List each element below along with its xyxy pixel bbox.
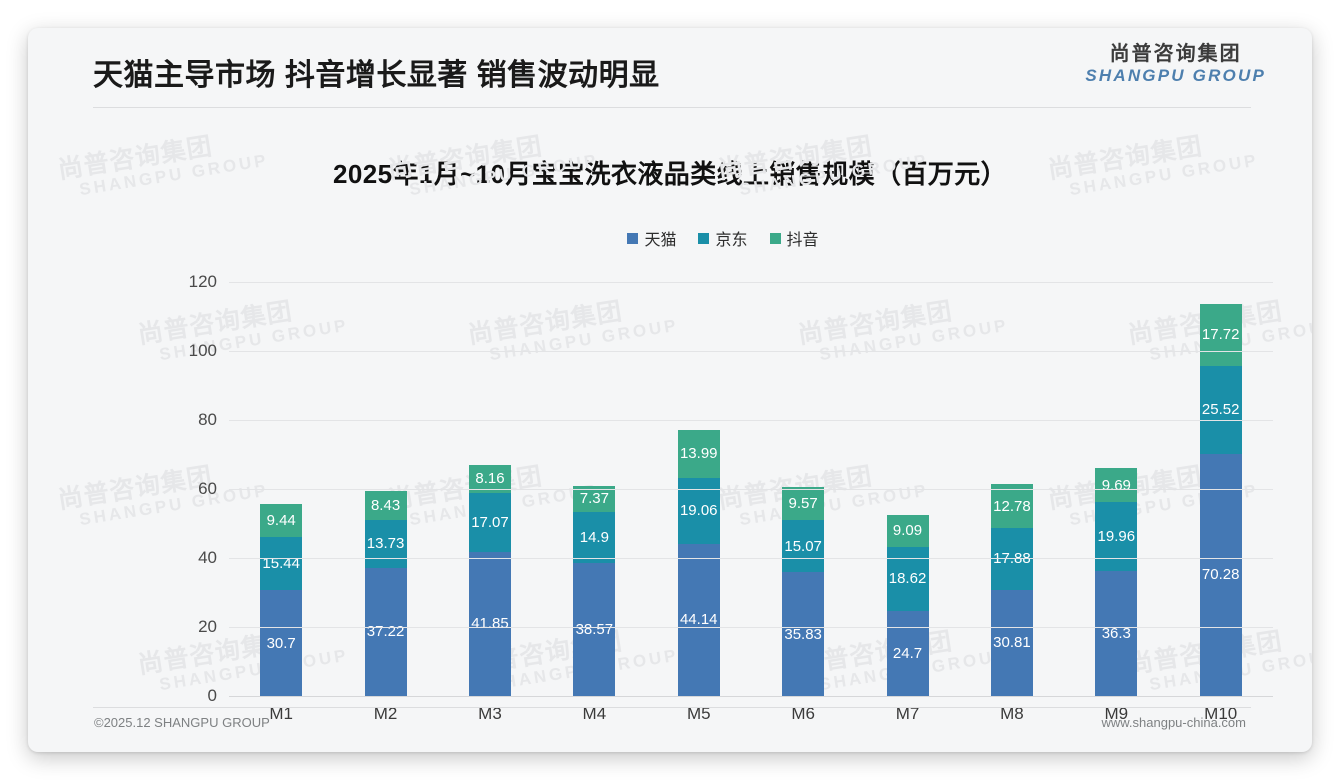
bar-segment-天猫[interactable]: 41.85: [468, 551, 511, 696]
chart-axis-area: 9.44 15.44 30.7 8.43 13.73 37.22 8.16 17.07 41.8…: [173, 272, 1273, 705]
x-axis-tick-label: M9: [1104, 704, 1129, 723]
bar-segment-天猫[interactable]: 30.7: [260, 590, 303, 696]
chart-legend: 天猫 京东 抖音: [173, 226, 1273, 250]
y-axis-tick-label: 0: [207, 686, 217, 705]
x-axis-line: [229, 696, 1273, 697]
bar-segment-抖音[interactable]: 9.09: [886, 515, 929, 547]
y-axis-tick-label: 80: [198, 410, 217, 429]
gridline: [229, 282, 1273, 283]
slide-canvas: 天猫主导市场 抖音增长显著 销售波动明显 尚普咨询集团 SHANGPU GROU…: [28, 28, 1312, 752]
bar-column-m7[interactable]: 9.09 18.62 24.7: [886, 282, 929, 696]
bar-segment-抖音[interactable]: 12.78: [990, 483, 1033, 529]
bar-segment-京东[interactable]: 19.96: [1095, 501, 1138, 571]
bar-segment-京东[interactable]: 25.52: [1199, 365, 1242, 454]
bar-column-m6[interactable]: 9.57 15.07 35.83: [782, 282, 825, 696]
gridline: [229, 558, 1273, 559]
footer-divider: [93, 707, 1251, 708]
x-axis-tick-label: M4: [582, 704, 607, 723]
bar-segment-京东[interactable]: 14.9: [573, 511, 616, 563]
y-axis-tick-label: 40: [198, 548, 217, 567]
bar-segment-抖音[interactable]: 8.16: [468, 464, 511, 493]
bar-segment-抖音[interactable]: 9.44: [260, 504, 303, 537]
bar-column-m1[interactable]: 9.44 15.44 30.7: [260, 282, 303, 696]
logo-chinese-text: 尚普咨询集团: [1109, 43, 1242, 65]
x-axis-labels: M1 M2 M3 M4 M5 M6 M7 M8 M9 M10: [229, 704, 1273, 724]
legend-label: 京东: [715, 232, 748, 249]
header-divider: [93, 107, 1251, 108]
bar-column-m3[interactable]: 8.16 17.07 41.85: [468, 282, 511, 696]
bar-segment-抖音[interactable]: 17.72: [1199, 304, 1242, 366]
bar-segment-天猫[interactable]: 70.28: [1199, 453, 1242, 696]
gridline: [229, 351, 1273, 352]
legend-swatch-icon: [627, 232, 639, 244]
bar-segment-京东[interactable]: 15.07: [782, 520, 825, 573]
bar-column-m2[interactable]: 8.43 13.73 37.22: [364, 282, 407, 696]
x-axis-tick-label: M3: [478, 704, 502, 723]
gridline: [229, 627, 1273, 628]
x-axis-tick-label: M5: [686, 704, 711, 723]
page-title: 天猫主导市场 抖音增长显著 销售波动明显: [93, 59, 660, 92]
chart-title: 2025年1月~10月宝宝洗衣液品类线上销售规模（百万元）: [332, 159, 1007, 189]
bar-column-m5[interactable]: 13.99 19.06 44.14: [677, 282, 720, 696]
bar-segment-京东[interactable]: 17.07: [468, 492, 511, 552]
chart-plot: 天猫 京东 抖音 9.44 15.44 30.7 8.43 13.73 37.22 8.16 17…: [173, 226, 1273, 723]
y-axis-tick-label: 120: [188, 272, 217, 291]
bar-segment-天猫[interactable]: 35.83: [782, 572, 825, 696]
bar-segment-天猫[interactable]: 36.3: [1095, 570, 1138, 696]
bar-segment-京东[interactable]: 13.73: [364, 520, 407, 568]
x-axis-tick-label: M1: [269, 704, 293, 723]
bar-segment-京东[interactable]: 18.62: [886, 546, 929, 611]
bar-segment-天猫[interactable]: 44.14: [677, 543, 720, 696]
bar-column-m9[interactable]: 9.69 19.96 36.3: [1095, 282, 1138, 696]
slide-header: 天猫主导市场 抖音增长显著 销售波动明显 尚普咨询集团 SHANGPU GROU…: [28, 28, 1312, 108]
brand-logo: 尚普咨询集团 SHANGPU GROUP: [1085, 43, 1266, 86]
gridline: [229, 489, 1273, 490]
legend-item-3[interactable]: 抖音: [769, 226, 819, 250]
legend-swatch-icon: [698, 232, 710, 244]
y-axis-tick-label: 20: [198, 617, 217, 636]
legend-swatch-icon: [769, 232, 781, 244]
legend-label: 天猫: [644, 232, 677, 249]
y-axis-tick-label: 60: [198, 479, 217, 498]
x-axis-tick-label: M2: [373, 704, 398, 723]
x-axis-tick-label: M8: [1000, 704, 1024, 723]
bar-segment-抖音[interactable]: 9.69: [1095, 468, 1138, 502]
legend-item-1[interactable]: 天猫: [627, 226, 676, 250]
legend-label: 抖音: [786, 232, 819, 249]
bar-segment-天猫[interactable]: 38.57: [573, 562, 616, 696]
legend-item-2[interactable]: 京东: [698, 226, 748, 250]
bar-column-m4[interactable]: 7.37 14.9 38.57: [573, 282, 616, 696]
x-axis-tick-label: M7: [895, 704, 920, 723]
bar-segment-抖音[interactable]: 13.99: [677, 429, 720, 478]
bar-segment-天猫[interactable]: 30.81: [990, 589, 1033, 696]
bar-segment-京东[interactable]: 19.06: [677, 477, 720, 544]
x-axis-tick-label: M10: [1204, 704, 1238, 723]
footer-website[interactable]: www.shangpu-china.com: [1101, 715, 1246, 730]
bar-segment-天猫[interactable]: 37.22: [364, 567, 407, 696]
y-axis-tick-label: 100: [188, 341, 217, 360]
bar-segment-抖音[interactable]: 8.43: [364, 491, 407, 521]
bar-segment-天猫[interactable]: 24.7: [886, 610, 929, 696]
gridline: [229, 420, 1273, 421]
logo-english-text: SHANGPU GROUP: [1085, 66, 1266, 85]
bar-segment-抖音[interactable]: 7.37: [573, 486, 616, 512]
bar-segment-抖音[interactable]: 9.57: [782, 487, 825, 521]
bar-segment-京东[interactable]: 15.44: [260, 536, 303, 591]
bar-column-m10[interactable]: 17.72 25.52 70.28: [1199, 282, 1242, 696]
x-axis-tick-label: M6: [791, 704, 815, 723]
footer-copyright: ©2025.12 SHANGPU GROUP: [94, 715, 270, 730]
